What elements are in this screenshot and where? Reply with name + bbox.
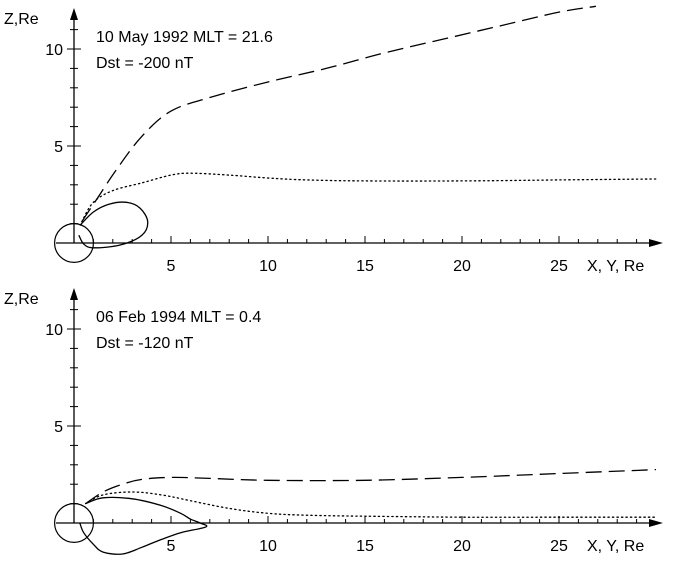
x-tick-label: 20 xyxy=(453,258,471,275)
x-axis-label: X, Y, Re xyxy=(587,538,644,555)
y-axis-arrow xyxy=(70,288,78,300)
dst-annotation: Dst = -120 nT xyxy=(96,335,194,352)
y-tick-label: 5 xyxy=(54,139,63,156)
x-tick-label: 5 xyxy=(167,538,176,555)
x-tick-label: 10 xyxy=(259,258,277,275)
series-solid-line xyxy=(79,496,208,555)
x-tick-label: 25 xyxy=(550,258,568,275)
y-axis-label: Z,Re xyxy=(4,291,39,308)
y-axis-arrow xyxy=(70,8,78,20)
x-tick-label: 10 xyxy=(259,538,277,555)
panel-bottom: 5 10 15 20 25 5 10 X, Y, Re Z,Re 06 Feb 1994 MLT … xyxy=(4,288,663,555)
series-solid-line xyxy=(78,201,149,249)
dst-annotation: Dst = -200 nT xyxy=(96,55,194,72)
x-tick-label: 5 xyxy=(167,258,176,275)
event-annotation: 06 Feb 1994 MLT = 0.4 xyxy=(96,309,261,326)
x-tick-label: 25 xyxy=(550,538,568,555)
x-axis-label: X, Y, Re xyxy=(587,258,644,275)
series-dashed-line xyxy=(85,468,657,505)
x-tick-label: 15 xyxy=(356,258,374,275)
panel-top: 5 10 15 20 25 5 10 X, Y, Re Z,Re 10 May 1992 MLT … xyxy=(4,5,663,275)
x-tick-label: 20 xyxy=(453,538,471,555)
event-annotation: 10 May 1992 MLT = 21.6 xyxy=(96,29,273,46)
x-axis-arrow xyxy=(649,239,663,247)
x-tick-label: 15 xyxy=(356,538,374,555)
y-tick-label: 10 xyxy=(45,42,63,59)
earth-circle xyxy=(53,223,94,264)
series-dotted-line xyxy=(84,491,657,518)
y-axis-label: Z,Re xyxy=(4,11,39,28)
series-dotted-line xyxy=(81,172,657,223)
earth-circle xyxy=(53,503,94,544)
y-tick-label: 5 xyxy=(54,419,63,436)
y-tick-label: 10 xyxy=(45,322,63,339)
x-axis-arrow xyxy=(649,519,663,527)
series-dashed-line xyxy=(81,5,597,223)
